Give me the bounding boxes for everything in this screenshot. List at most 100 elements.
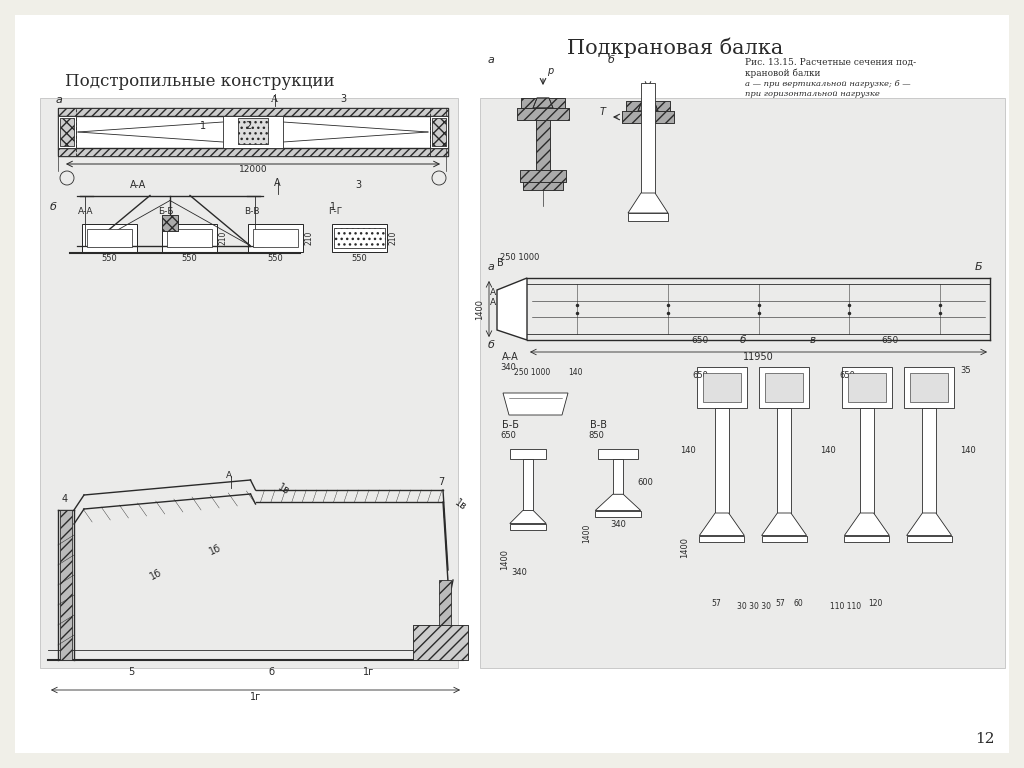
Polygon shape [595,495,641,511]
Bar [715,408,729,513]
Text: 140: 140 [961,446,976,455]
Text: 3: 3 [355,180,361,190]
Text: 30 30 30: 30 30 30 [737,602,771,611]
Text: 340: 340 [500,363,516,372]
Bar [765,372,803,402]
Text: 340: 340 [610,520,626,529]
Text: A: A [490,298,496,307]
Text: 250 1000: 250 1000 [514,368,550,377]
Text: В-В: В-В [244,207,259,216]
Bar [60,118,74,146]
Bar [58,108,449,116]
Text: В: В [497,258,504,268]
Bar [238,118,268,144]
Bar [777,408,791,513]
Text: б: б [488,340,495,350]
Text: 850: 850 [588,431,604,440]
Text: 5: 5 [128,667,134,677]
Text: а: а [488,262,495,272]
Bar [60,510,72,660]
Text: Рис. 13.15. Расчетные сечения под-: Рис. 13.15. Расчетные сечения под- [745,58,916,67]
Text: а — при вертикальной нагрузке; б —: а — при вертикальной нагрузке; б — [745,80,910,88]
Text: А-А: А-А [78,207,93,216]
Polygon shape [762,513,807,535]
Text: 35: 35 [961,366,971,375]
Text: б: б [608,55,614,65]
Text: 1400: 1400 [582,523,591,543]
Bar [162,215,178,231]
Text: 110 110: 110 110 [830,602,861,611]
Text: 1б: 1б [208,543,223,557]
Text: Подстропильные конструкции: Подстропильные конструкции [66,73,335,90]
Bar [82,224,137,252]
Bar [517,108,569,120]
Bar [696,367,746,408]
Text: 1в: 1в [453,497,468,512]
Text: 57: 57 [711,599,721,608]
Text: 650: 650 [839,371,855,380]
Bar [517,108,569,120]
Text: 650: 650 [692,371,708,380]
Text: 2: 2 [245,121,251,131]
Text: 60: 60 [794,599,803,608]
Text: В-В: В-В [590,420,607,430]
Text: 650: 650 [691,336,709,345]
Text: 250 1000: 250 1000 [500,253,540,262]
Text: 12000: 12000 [239,165,267,174]
Text: 1400: 1400 [500,549,509,571]
Text: 140: 140 [680,446,695,455]
Bar [162,215,178,231]
Text: A: A [270,95,278,104]
Text: 340: 340 [511,568,527,577]
Text: 650: 650 [882,336,899,345]
Text: 57: 57 [775,599,784,608]
Bar [60,510,72,660]
Bar [253,229,298,247]
Text: 1г: 1г [250,692,261,702]
Bar [612,458,624,495]
Polygon shape [497,278,527,340]
Text: 650: 650 [500,431,516,440]
Bar [332,224,387,252]
Text: б: б [268,667,274,677]
Bar [622,111,674,123]
Text: 210: 210 [305,231,314,245]
Text: 7: 7 [438,477,444,487]
Text: A: A [225,471,231,480]
Bar [413,625,468,660]
Text: A-A: A-A [130,180,146,190]
Bar [626,101,670,111]
Text: 140: 140 [820,446,836,455]
Bar [58,148,449,156]
Bar [58,148,449,156]
Text: 12: 12 [976,732,995,746]
Bar [520,170,566,182]
Text: б: б [740,335,746,345]
Text: 1: 1 [330,203,336,213]
Bar [845,535,890,541]
Bar [595,511,641,517]
Bar [58,116,76,148]
Text: а: а [56,95,62,105]
Bar [523,182,563,190]
Bar [762,535,807,541]
Bar [521,98,565,108]
Polygon shape [638,101,658,111]
Bar [521,98,565,108]
Text: 3: 3 [340,94,346,104]
Bar [523,458,534,511]
Polygon shape [534,98,553,108]
Text: 1б: 1б [148,568,164,582]
Bar [58,116,449,148]
Text: 1: 1 [200,121,206,131]
Bar [923,408,936,513]
Bar [622,111,674,123]
Text: а: а [488,55,495,65]
Bar [702,372,741,402]
Text: Подкрановая балка: Подкрановая балка [567,38,783,58]
Text: в: в [810,335,816,345]
Bar [223,116,283,148]
Bar [480,98,1005,668]
Text: 550: 550 [181,254,198,263]
Bar [842,367,892,408]
